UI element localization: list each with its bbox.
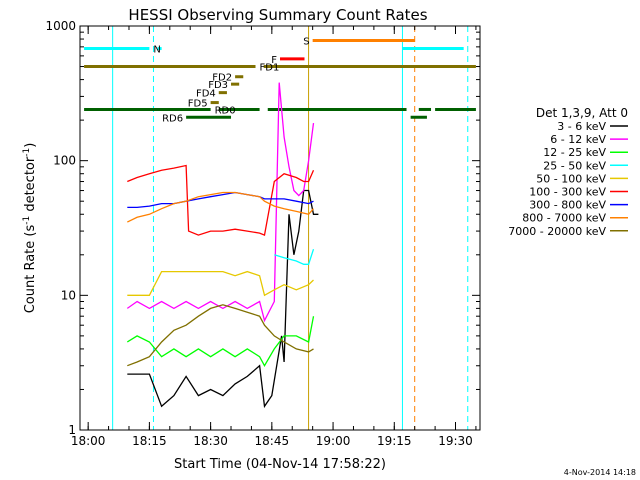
timestamp: 4-Nov-2014 14:18 — [564, 468, 636, 477]
legend-label-5: 50 - 100 keV — [536, 172, 606, 185]
legend-label-1: 3 - 6 keV — [557, 120, 606, 133]
x-tick-label-6: 19:15 — [377, 434, 412, 448]
flag-label-rd0: RD0 — [215, 105, 236, 116]
series-line-5 — [127, 270, 314, 297]
series-line-4 — [274, 248, 315, 265]
series-line-6 — [127, 164, 315, 237]
legend-label-7: 300 - 800 keV — [529, 199, 606, 212]
y-axis-label-sup2: -1 — [22, 148, 32, 157]
y-tick-label-3: 100 — [53, 154, 76, 168]
legend-label-6: 100 - 300 keV — [529, 186, 606, 199]
series-line-1 — [127, 189, 319, 409]
x-tick-label-3: 18:30 — [193, 434, 228, 448]
x-tick-label-7: 19:30 — [438, 434, 473, 448]
y-tick-label-4: 1000 — [45, 19, 76, 33]
series-line-9 — [127, 304, 314, 367]
y-tick-label-1: 1 — [68, 423, 76, 437]
y-axis-label-mid: detector — [23, 156, 38, 216]
x-tick-label-4: 18:45 — [255, 434, 290, 448]
series-line-3 — [126, 316, 315, 368]
series-line-2 — [126, 82, 315, 323]
flag-label-n: N — [153, 45, 160, 56]
y-axis-label-end: ) — [23, 143, 38, 148]
legend-title: Det 1,3,9, Att 0 — [536, 106, 628, 120]
flag-label-fd1: FD1 — [260, 63, 280, 74]
x-tick-label-5: 19:00 — [316, 434, 351, 448]
axes: 18:00 18:15 18:30 18:45 19:00 19:15 19:30 1 10 10… — [45, 19, 481, 448]
x-tick-label-1: 18:00 — [71, 434, 106, 448]
y-axis-label: Count Rate (s-1 detector-1) — [22, 143, 38, 314]
flag-label-rd6: RD6 — [162, 113, 183, 124]
legend-label-9: 7000 - 20000 keV — [508, 225, 606, 238]
legend-label-2: 6 - 12 keV — [550, 133, 606, 146]
plot-frame — [79, 25, 481, 431]
series-line-7 — [127, 191, 314, 209]
flag-label-fd2: FD2 — [212, 73, 232, 84]
y-axis-label-sup1: -1 — [22, 216, 32, 225]
legend-label-4: 25 - 50 keV — [543, 159, 606, 172]
flag-label-fd3: FD3 — [208, 80, 228, 91]
flag-label-fd5: FD5 — [188, 99, 208, 110]
legend-label-8: 800 - 7000 keV — [522, 212, 606, 225]
y-axis-label-start: Count Rate (s — [23, 225, 38, 314]
series-line-8 — [127, 191, 314, 223]
flag-label-f: F — [271, 55, 277, 66]
y-tick-label-2: 10 — [61, 288, 76, 302]
legend-label-3: 12 - 25 keV — [543, 146, 606, 159]
x-axis-label: Start Time (04-Nov-14 17:58:22) — [174, 457, 386, 472]
flag-label-fd4: FD4 — [196, 89, 216, 100]
chart-title: HESSI Observing Summary Count Rates — [128, 6, 427, 24]
flag-label-s: S — [303, 37, 309, 48]
x-tick-label-2: 18:15 — [132, 434, 167, 448]
